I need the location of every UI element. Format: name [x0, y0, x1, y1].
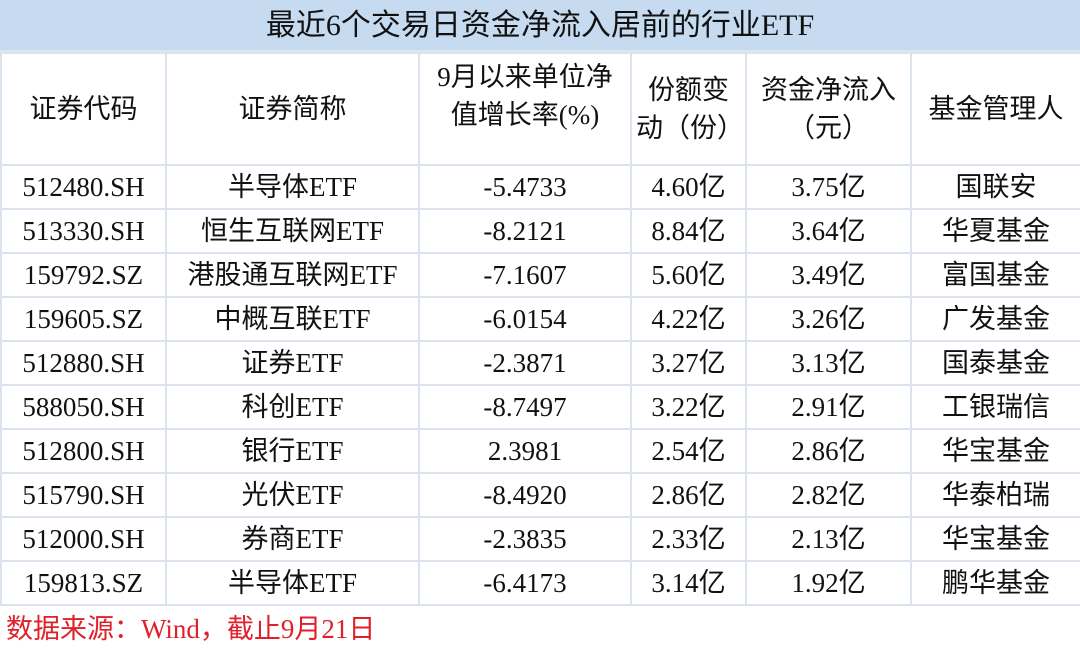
cell-code: 512480.SH — [0, 164, 167, 210]
cell-nav-growth: -6.0154 — [418, 296, 632, 342]
cell-net-inflow: 3.26亿 — [745, 296, 912, 342]
cell-name: 中概互联ETF — [165, 296, 420, 342]
header-name-label: 证券简称 — [238, 94, 347, 124]
header-nav-growth: 9月以来单位净值增长率(%) — [418, 52, 632, 166]
cell-code: 512880.SH — [0, 340, 167, 386]
header-manager-label: 基金管理人 — [928, 94, 1064, 124]
table-row: 512800.SH 银行ETF 2.3981 2.54亿 2.86亿 华宝基金 — [0, 428, 1080, 474]
cell-nav-growth: -8.4920 — [418, 472, 632, 518]
cell-net-inflow: 2.13亿 — [745, 516, 912, 562]
cell-share-change: 4.60亿 — [630, 164, 747, 210]
cell-code: 159605.SZ — [0, 296, 167, 342]
cell-manager: 国联安 — [910, 164, 1080, 210]
cell-share-change: 2.86亿 — [630, 472, 747, 518]
table-row: 588050.SH 科创ETF -8.7497 3.22亿 2.91亿 工银瑞信 — [0, 384, 1080, 430]
cell-nav-growth: -2.3835 — [418, 516, 632, 562]
table-row: 159605.SZ 中概互联ETF -6.0154 4.22亿 3.26亿 广发基金 — [0, 296, 1080, 342]
etf-table: 证券代码 证券简称 9月以来单位净值增长率(%) 份额变动（份） 资金净流入（元… — [0, 52, 1080, 606]
header-name: 证券简称 — [165, 52, 420, 166]
cell-net-inflow: 2.82亿 — [745, 472, 912, 518]
cell-net-inflow: 3.64亿 — [745, 208, 912, 254]
header-row: 证券代码 证券简称 9月以来单位净值增长率(%) 份额变动（份） 资金净流入（元… — [0, 52, 1080, 166]
cell-net-inflow: 2.86亿 — [745, 428, 912, 474]
cell-name: 银行ETF — [165, 428, 420, 474]
cell-code: 512000.SH — [0, 516, 167, 562]
cell-nav-growth: -8.2121 — [418, 208, 632, 254]
cell-code: 159792.SZ — [0, 252, 167, 298]
cell-net-inflow: 2.91亿 — [745, 384, 912, 430]
header-share-change: 份额变动（份） — [630, 52, 747, 166]
cell-code: 159813.SZ — [0, 560, 167, 606]
cell-share-change: 3.14亿 — [630, 560, 747, 606]
cell-share-change: 8.84亿 — [630, 208, 747, 254]
source-note: 数据来源：Wind，截止9月21日 — [6, 614, 376, 644]
cell-manager: 富国基金 — [910, 252, 1080, 298]
cell-manager: 华宝基金 — [910, 428, 1080, 474]
cell-name: 恒生互联网ETF — [165, 208, 420, 254]
cell-manager: 华宝基金 — [910, 516, 1080, 562]
cell-nav-growth: -7.1607 — [418, 252, 632, 298]
header-code: 证券代码 — [0, 52, 167, 166]
cell-name: 科创ETF — [165, 384, 420, 430]
cell-name: 券商ETF — [165, 516, 420, 562]
cell-code: 515790.SH — [0, 472, 167, 518]
header-manager: 基金管理人 — [910, 52, 1080, 166]
cell-share-change: 2.33亿 — [630, 516, 747, 562]
cell-net-inflow: 3.75亿 — [745, 164, 912, 210]
cell-name: 证券ETF — [165, 340, 420, 386]
cell-nav-growth: -6.4173 — [418, 560, 632, 606]
cell-share-change: 3.22亿 — [630, 384, 747, 430]
header-net-inflow-label: 资金净流入（元） — [761, 75, 896, 143]
cell-share-change: 3.27亿 — [630, 340, 747, 386]
cell-share-change: 4.22亿 — [630, 296, 747, 342]
cell-share-change: 2.54亿 — [630, 428, 747, 474]
cell-net-inflow: 1.92亿 — [745, 560, 912, 606]
cell-nav-growth: -8.7497 — [418, 384, 632, 430]
cell-net-inflow: 3.13亿 — [745, 340, 912, 386]
cell-share-change: 5.60亿 — [630, 252, 747, 298]
cell-manager: 华夏基金 — [910, 208, 1080, 254]
cell-manager: 国泰基金 — [910, 340, 1080, 386]
cell-code: 513330.SH — [0, 208, 167, 254]
cell-manager: 广发基金 — [910, 296, 1080, 342]
table-row: 159813.SZ 半导体ETF -6.4173 3.14亿 1.92亿 鹏华基金 — [0, 560, 1080, 606]
table-row: 515790.SH 光伏ETF -8.4920 2.86亿 2.82亿 华泰柏瑞 — [0, 472, 1080, 518]
table-row: 512880.SH 证券ETF -2.3871 3.27亿 3.13亿 国泰基金 — [0, 340, 1080, 386]
table-row: 512480.SH 半导体ETF -5.4733 4.60亿 3.75亿 国联安 — [0, 164, 1080, 210]
header-share-change-label: 份额变动（份） — [636, 75, 744, 143]
cell-name: 光伏ETF — [165, 472, 420, 518]
cell-nav-growth: -2.3871 — [418, 340, 632, 386]
header-nav-growth-label: 9月以来单位净值增长率(%) — [437, 62, 613, 130]
table-row: 512000.SH 券商ETF -2.3835 2.33亿 2.13亿 华宝基金 — [0, 516, 1080, 562]
cell-manager: 华泰柏瑞 — [910, 472, 1080, 518]
header-code-label: 证券代码 — [29, 94, 138, 124]
cell-name: 半导体ETF — [165, 164, 420, 210]
table-row: 159792.SZ 港股通互联网ETF -7.1607 5.60亿 3.49亿 富国基金 — [0, 252, 1080, 298]
table-title: 最近6个交易日资金净流入居前的行业ETF — [0, 0, 1080, 52]
cell-nav-growth: -5.4733 — [418, 164, 632, 210]
cell-manager: 鹏华基金 — [910, 560, 1080, 606]
header-net-inflow: 资金净流入（元） — [745, 52, 912, 166]
cell-manager: 工银瑞信 — [910, 384, 1080, 430]
cell-name: 半导体ETF — [165, 560, 420, 606]
table-row: 513330.SH 恒生互联网ETF -8.2121 8.84亿 3.64亿 华夏基金 — [0, 208, 1080, 254]
cell-net-inflow: 3.49亿 — [745, 252, 912, 298]
cell-nav-growth: 2.3981 — [418, 428, 632, 474]
cell-code: 512800.SH — [0, 428, 167, 474]
cell-code: 588050.SH — [0, 384, 167, 430]
cell-name: 港股通互联网ETF — [165, 252, 420, 298]
